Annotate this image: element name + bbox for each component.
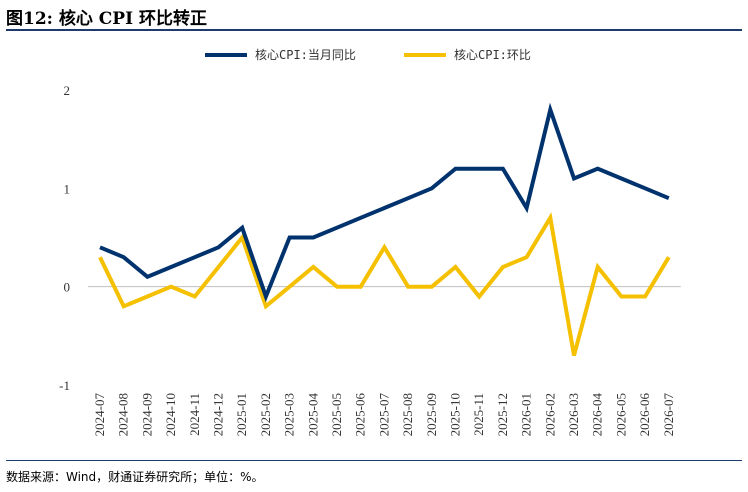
- x-tick-label: 2024-08: [116, 393, 131, 436]
- x-tick-label: 2026-02: [542, 393, 557, 436]
- title-rule: [6, 29, 742, 31]
- series-group: [98, 102, 671, 357]
- x-tick-label: 2025-06: [353, 393, 368, 437]
- series-line-yoy: [99, 102, 670, 303]
- x-axis-ticks: 2024-07 2024-08 2024-09 2024-10 2024-11 2024-…: [92, 393, 676, 437]
- x-tick-label: 2026-04: [590, 393, 605, 437]
- x-tick-label: 2026-03: [566, 393, 581, 436]
- x-tick-label: 2024-11: [187, 393, 202, 436]
- legend: 核心CPI:当月同比 核心CPI:环比: [205, 48, 531, 62]
- figure-title: 图12: 核心 CPI 环比转正: [6, 9, 207, 29]
- x-tick-label: 2024-09: [139, 393, 154, 436]
- x-tick-label: 2025-03: [282, 393, 297, 436]
- x-tick-label: 2025-08: [400, 393, 415, 436]
- source-note: 数据来源：Wind，财通证券研究所；单位：%。: [6, 470, 264, 484]
- x-tick-label: 2024-12: [211, 393, 226, 436]
- series-line-mom: [98, 212, 671, 357]
- x-tick-label: 2025-09: [424, 393, 439, 436]
- y-tick-label: 1: [64, 181, 71, 196]
- y-axis-ticks: 2 1 0 -1: [59, 83, 70, 393]
- y-tick-label: 0: [64, 280, 71, 295]
- y-tick-label: 2: [64, 83, 71, 98]
- x-tick-label: 2025-02: [258, 393, 273, 436]
- x-tick-label: 2024-10: [163, 393, 178, 436]
- source-rule: [6, 460, 742, 461]
- legend-label: 核心CPI:环比: [454, 48, 531, 62]
- x-tick-label: 2025-07: [376, 393, 391, 437]
- x-tick-label: 2026-05: [613, 393, 628, 436]
- legend-label: 核心CPI:当月同比: [255, 48, 356, 62]
- x-tick-label: 2025-04: [305, 393, 320, 437]
- x-tick-label: 2025-12: [495, 393, 510, 436]
- y-tick-label: -1: [59, 378, 70, 393]
- x-tick-label: 2024-07: [92, 393, 107, 437]
- x-tick-label: 2026-07: [661, 393, 676, 437]
- x-tick-label: 2025-10: [448, 393, 463, 436]
- x-tick-label: 2026-06: [637, 393, 652, 437]
- x-tick-label: 2025-05: [329, 393, 344, 436]
- x-tick-label: 2026-01: [519, 393, 534, 436]
- x-tick-label: 2025-01: [234, 393, 249, 436]
- x-tick-label: 2025-11: [471, 393, 486, 436]
